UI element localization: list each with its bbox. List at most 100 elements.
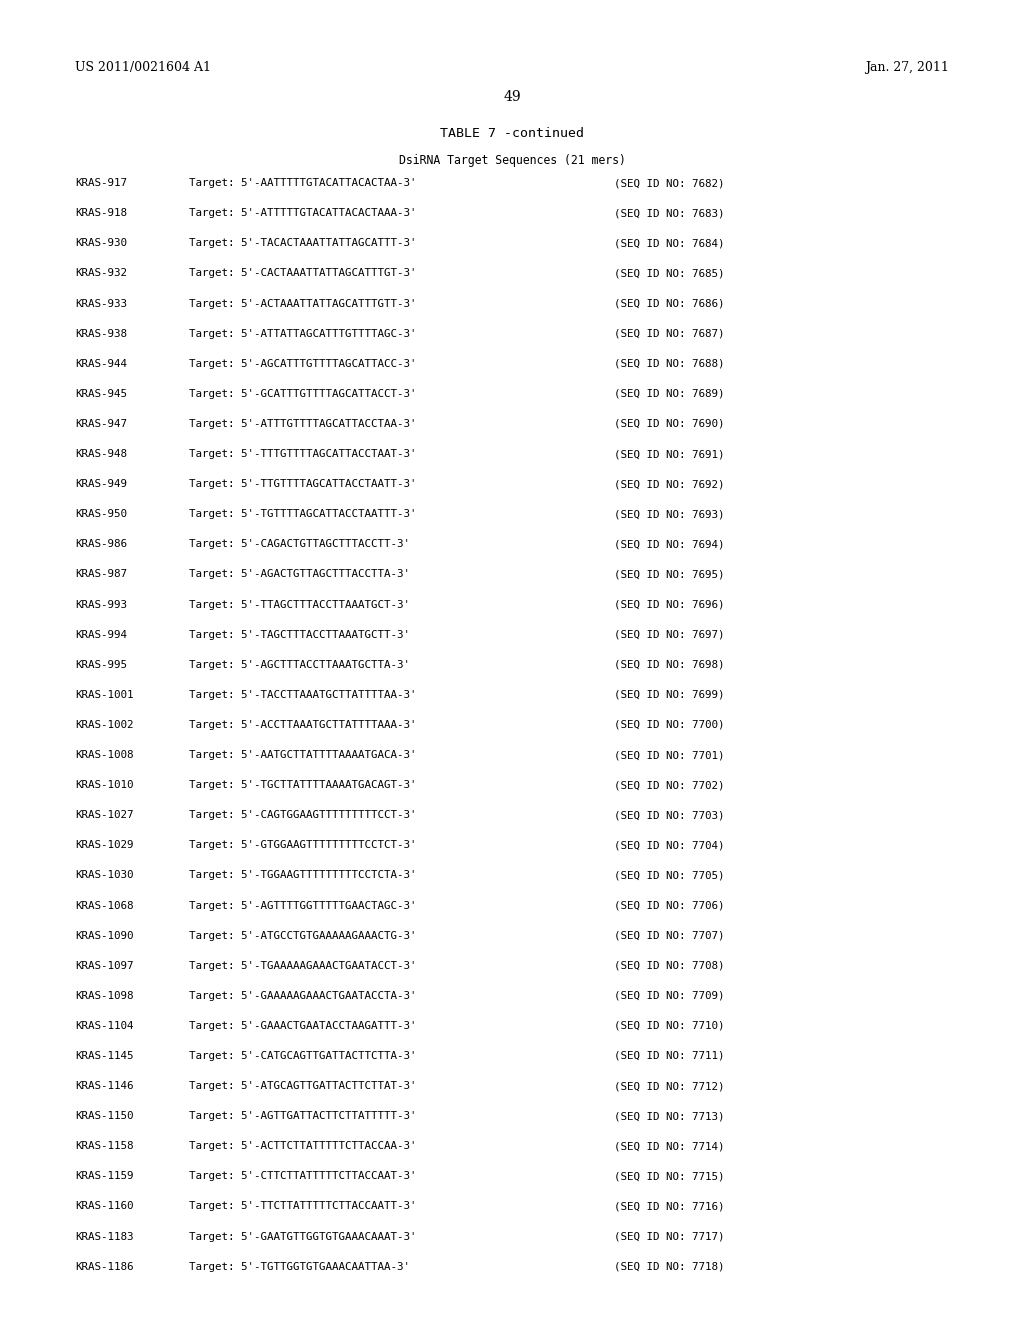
Text: Target: 5'-ATGCCTGTGAAAAAGAAACTG-3': Target: 5'-ATGCCTGTGAAAAAGAAACTG-3' [189,931,417,941]
Text: KRAS-995: KRAS-995 [75,660,127,669]
Text: KRAS-987: KRAS-987 [75,569,127,579]
Text: (SEQ ID NO: 7686): (SEQ ID NO: 7686) [614,298,725,309]
Text: KRAS-938: KRAS-938 [75,329,127,339]
Text: KRAS-1090: KRAS-1090 [75,931,133,941]
Text: Target: 5'-TGCTTATTTTAAAATGACAGT-3': Target: 5'-TGCTTATTTTAAAATGACAGT-3' [189,780,417,791]
Text: (SEQ ID NO: 7712): (SEQ ID NO: 7712) [614,1081,725,1092]
Text: Target: 5'-GAAACTGAATACCTAAGATTT-3': Target: 5'-GAAACTGAATACCTAAGATTT-3' [189,1020,417,1031]
Text: KRAS-993: KRAS-993 [75,599,127,610]
Text: (SEQ ID NO: 7716): (SEQ ID NO: 7716) [614,1201,725,1212]
Text: Target: 5'-AATGCTTATTTTAAAATGACA-3': Target: 5'-AATGCTTATTTTAAAATGACA-3' [189,750,417,760]
Text: Target: 5'-GTGGAAGTTTTTTTTTCCTCT-3': Target: 5'-GTGGAAGTTTTTTTTTCCTCT-3' [189,841,417,850]
Text: Target: 5'-AGTTGATTACTTCTTATTTTT-3': Target: 5'-AGTTGATTACTTCTTATTTTT-3' [189,1111,417,1121]
Text: KRAS-949: KRAS-949 [75,479,127,490]
Text: (SEQ ID NO: 7702): (SEQ ID NO: 7702) [614,780,725,791]
Text: Target: 5'-GAAAAAGAAACTGAATACCTA-3': Target: 5'-GAAAAAGAAACTGAATACCTA-3' [189,991,417,1001]
Text: (SEQ ID NO: 7697): (SEQ ID NO: 7697) [614,630,725,640]
Text: (SEQ ID NO: 7683): (SEQ ID NO: 7683) [614,209,725,218]
Text: KRAS-945: KRAS-945 [75,389,127,399]
Text: (SEQ ID NO: 7701): (SEQ ID NO: 7701) [614,750,725,760]
Text: KRAS-1145: KRAS-1145 [75,1051,133,1061]
Text: Target: 5'-TAGCTTTACCTTAAATGCTT-3': Target: 5'-TAGCTTTACCTTAAATGCTT-3' [189,630,411,640]
Text: Target: 5'-AGCTTTACCTTAAATGCTTA-3': Target: 5'-AGCTTTACCTTAAATGCTTA-3' [189,660,411,669]
Text: Target: 5'-AATTTTTGTACATTACACTAA-3': Target: 5'-AATTTTTGTACATTACACTAA-3' [189,178,417,189]
Text: KRAS-1027: KRAS-1027 [75,810,133,820]
Text: (SEQ ID NO: 7714): (SEQ ID NO: 7714) [614,1142,725,1151]
Text: Target: 5'-CAGACTGTTAGCTTTACCTT-3': Target: 5'-CAGACTGTTAGCTTTACCTT-3' [189,540,411,549]
Text: KRAS-1029: KRAS-1029 [75,841,133,850]
Text: US 2011/0021604 A1: US 2011/0021604 A1 [75,61,211,74]
Text: DsiRNA Target Sequences (21 mers): DsiRNA Target Sequences (21 mers) [398,154,626,168]
Text: KRAS-1098: KRAS-1098 [75,991,133,1001]
Text: KRAS-1068: KRAS-1068 [75,900,133,911]
Text: Target: 5'-ATTTTTGTACATTACACTAAA-3': Target: 5'-ATTTTTGTACATTACACTAAA-3' [189,209,417,218]
Text: 49: 49 [503,90,521,104]
Text: KRAS-1150: KRAS-1150 [75,1111,133,1121]
Text: Jan. 27, 2011: Jan. 27, 2011 [865,61,949,74]
Text: KRAS-1159: KRAS-1159 [75,1171,133,1181]
Text: KRAS-947: KRAS-947 [75,418,127,429]
Text: (SEQ ID NO: 7717): (SEQ ID NO: 7717) [614,1232,725,1242]
Text: Target: 5'-TTAGCTTTACCTTAAATGCT-3': Target: 5'-TTAGCTTTACCTTAAATGCT-3' [189,599,411,610]
Text: (SEQ ID NO: 7700): (SEQ ID NO: 7700) [614,719,725,730]
Text: (SEQ ID NO: 7713): (SEQ ID NO: 7713) [614,1111,725,1121]
Text: (SEQ ID NO: 7706): (SEQ ID NO: 7706) [614,900,725,911]
Text: KRAS-1104: KRAS-1104 [75,1020,133,1031]
Text: Target: 5'-ATTATTAGCATTTGTTTTAGC-3': Target: 5'-ATTATTAGCATTTGTTTTAGC-3' [189,329,417,339]
Text: Target: 5'-CAGTGGAAGTTTTTTTTTCCT-3': Target: 5'-CAGTGGAAGTTTTTTTTTCCT-3' [189,810,417,820]
Text: KRAS-1158: KRAS-1158 [75,1142,133,1151]
Text: Target: 5'-TACACTAAATTATTAGCATTT-3': Target: 5'-TACACTAAATTATTAGCATTT-3' [189,239,417,248]
Text: (SEQ ID NO: 7705): (SEQ ID NO: 7705) [614,870,725,880]
Text: KRAS-1008: KRAS-1008 [75,750,133,760]
Text: (SEQ ID NO: 7682): (SEQ ID NO: 7682) [614,178,725,189]
Text: (SEQ ID NO: 7711): (SEQ ID NO: 7711) [614,1051,725,1061]
Text: KRAS-944: KRAS-944 [75,359,127,368]
Text: KRAS-1160: KRAS-1160 [75,1201,133,1212]
Text: TABLE 7 -continued: TABLE 7 -continued [440,127,584,140]
Text: Target: 5'-ACCTTAAATGCTTATTTTAAA-3': Target: 5'-ACCTTAAATGCTTATTTTAAA-3' [189,719,417,730]
Text: (SEQ ID NO: 7709): (SEQ ID NO: 7709) [614,991,725,1001]
Text: (SEQ ID NO: 7703): (SEQ ID NO: 7703) [614,810,725,820]
Text: Target: 5'-TGTTGGTGTGAAACAATTAA-3': Target: 5'-TGTTGGTGTGAAACAATTAA-3' [189,1262,411,1271]
Text: (SEQ ID NO: 7708): (SEQ ID NO: 7708) [614,961,725,970]
Text: Target: 5'-ATTTGTTTTAGCATTACCTAA-3': Target: 5'-ATTTGTTTTAGCATTACCTAA-3' [189,418,417,429]
Text: (SEQ ID NO: 7699): (SEQ ID NO: 7699) [614,690,725,700]
Text: KRAS-917: KRAS-917 [75,178,127,189]
Text: (SEQ ID NO: 7718): (SEQ ID NO: 7718) [614,1262,725,1271]
Text: Target: 5'-TTCTTATTTTTCTTACCAATT-3': Target: 5'-TTCTTATTTTTCTTACCAATT-3' [189,1201,417,1212]
Text: KRAS-994: KRAS-994 [75,630,127,640]
Text: Target: 5'-ACTAAATTATTAGCATTTGTT-3': Target: 5'-ACTAAATTATTAGCATTTGTT-3' [189,298,417,309]
Text: Target: 5'-TGTTTTAGCATTACCTAATTT-3': Target: 5'-TGTTTTAGCATTACCTAATTT-3' [189,510,417,519]
Text: Target: 5'-TGGAAGTTTTTTTTTCCTCTA-3': Target: 5'-TGGAAGTTTTTTTTTCCTCTA-3' [189,870,417,880]
Text: Target: 5'-TGAAAAAGAAACTGAATACCT-3': Target: 5'-TGAAAAAGAAACTGAATACCT-3' [189,961,417,970]
Text: Target: 5'-AGACTGTTAGCTTTACCTTA-3': Target: 5'-AGACTGTTAGCTTTACCTTA-3' [189,569,411,579]
Text: KRAS-986: KRAS-986 [75,540,127,549]
Text: KRAS-1186: KRAS-1186 [75,1262,133,1271]
Text: Target: 5'-TTGTTTTAGCATTACCTAATT-3': Target: 5'-TTGTTTTAGCATTACCTAATT-3' [189,479,417,490]
Text: Target: 5'-CTTCTTATTTTTCTTACCAAT-3': Target: 5'-CTTCTTATTTTTCTTACCAAT-3' [189,1171,417,1181]
Text: Target: 5'-CACTAAATTATTAGCATTTGT-3': Target: 5'-CACTAAATTATTAGCATTTGT-3' [189,268,417,279]
Text: (SEQ ID NO: 7707): (SEQ ID NO: 7707) [614,931,725,941]
Text: KRAS-933: KRAS-933 [75,298,127,309]
Text: (SEQ ID NO: 7684): (SEQ ID NO: 7684) [614,239,725,248]
Text: (SEQ ID NO: 7691): (SEQ ID NO: 7691) [614,449,725,459]
Text: Target: 5'-ACTTCTTATTTTTCTTACCAA-3': Target: 5'-ACTTCTTATTTTTCTTACCAA-3' [189,1142,417,1151]
Text: KRAS-932: KRAS-932 [75,268,127,279]
Text: (SEQ ID NO: 7710): (SEQ ID NO: 7710) [614,1020,725,1031]
Text: Target: 5'-ATGCAGTTGATTACTTCTTAT-3': Target: 5'-ATGCAGTTGATTACTTCTTAT-3' [189,1081,417,1092]
Text: (SEQ ID NO: 7685): (SEQ ID NO: 7685) [614,268,725,279]
Text: Target: 5'-CATGCAGTTGATTACTTCTTA-3': Target: 5'-CATGCAGTTGATTACTTCTTA-3' [189,1051,417,1061]
Text: (SEQ ID NO: 7690): (SEQ ID NO: 7690) [614,418,725,429]
Text: (SEQ ID NO: 7694): (SEQ ID NO: 7694) [614,540,725,549]
Text: (SEQ ID NO: 7692): (SEQ ID NO: 7692) [614,479,725,490]
Text: (SEQ ID NO: 7715): (SEQ ID NO: 7715) [614,1171,725,1181]
Text: Target: 5'-AGTTTTGGTTTTTGAACTAGC-3': Target: 5'-AGTTTTGGTTTTTGAACTAGC-3' [189,900,417,911]
Text: (SEQ ID NO: 7689): (SEQ ID NO: 7689) [614,389,725,399]
Text: (SEQ ID NO: 7695): (SEQ ID NO: 7695) [614,569,725,579]
Text: KRAS-1183: KRAS-1183 [75,1232,133,1242]
Text: KRAS-1010: KRAS-1010 [75,780,133,791]
Text: Target: 5'-GAATGTTGGTGTGAAACAAAT-3': Target: 5'-GAATGTTGGTGTGAAACAAAT-3' [189,1232,417,1242]
Text: Target: 5'-GCATTTGTTTTAGCATTACCT-3': Target: 5'-GCATTTGTTTTAGCATTACCT-3' [189,389,417,399]
Text: KRAS-1097: KRAS-1097 [75,961,133,970]
Text: Target: 5'-TACCTTAAATGCTTATTTTAA-3': Target: 5'-TACCTTAAATGCTTATTTTAA-3' [189,690,417,700]
